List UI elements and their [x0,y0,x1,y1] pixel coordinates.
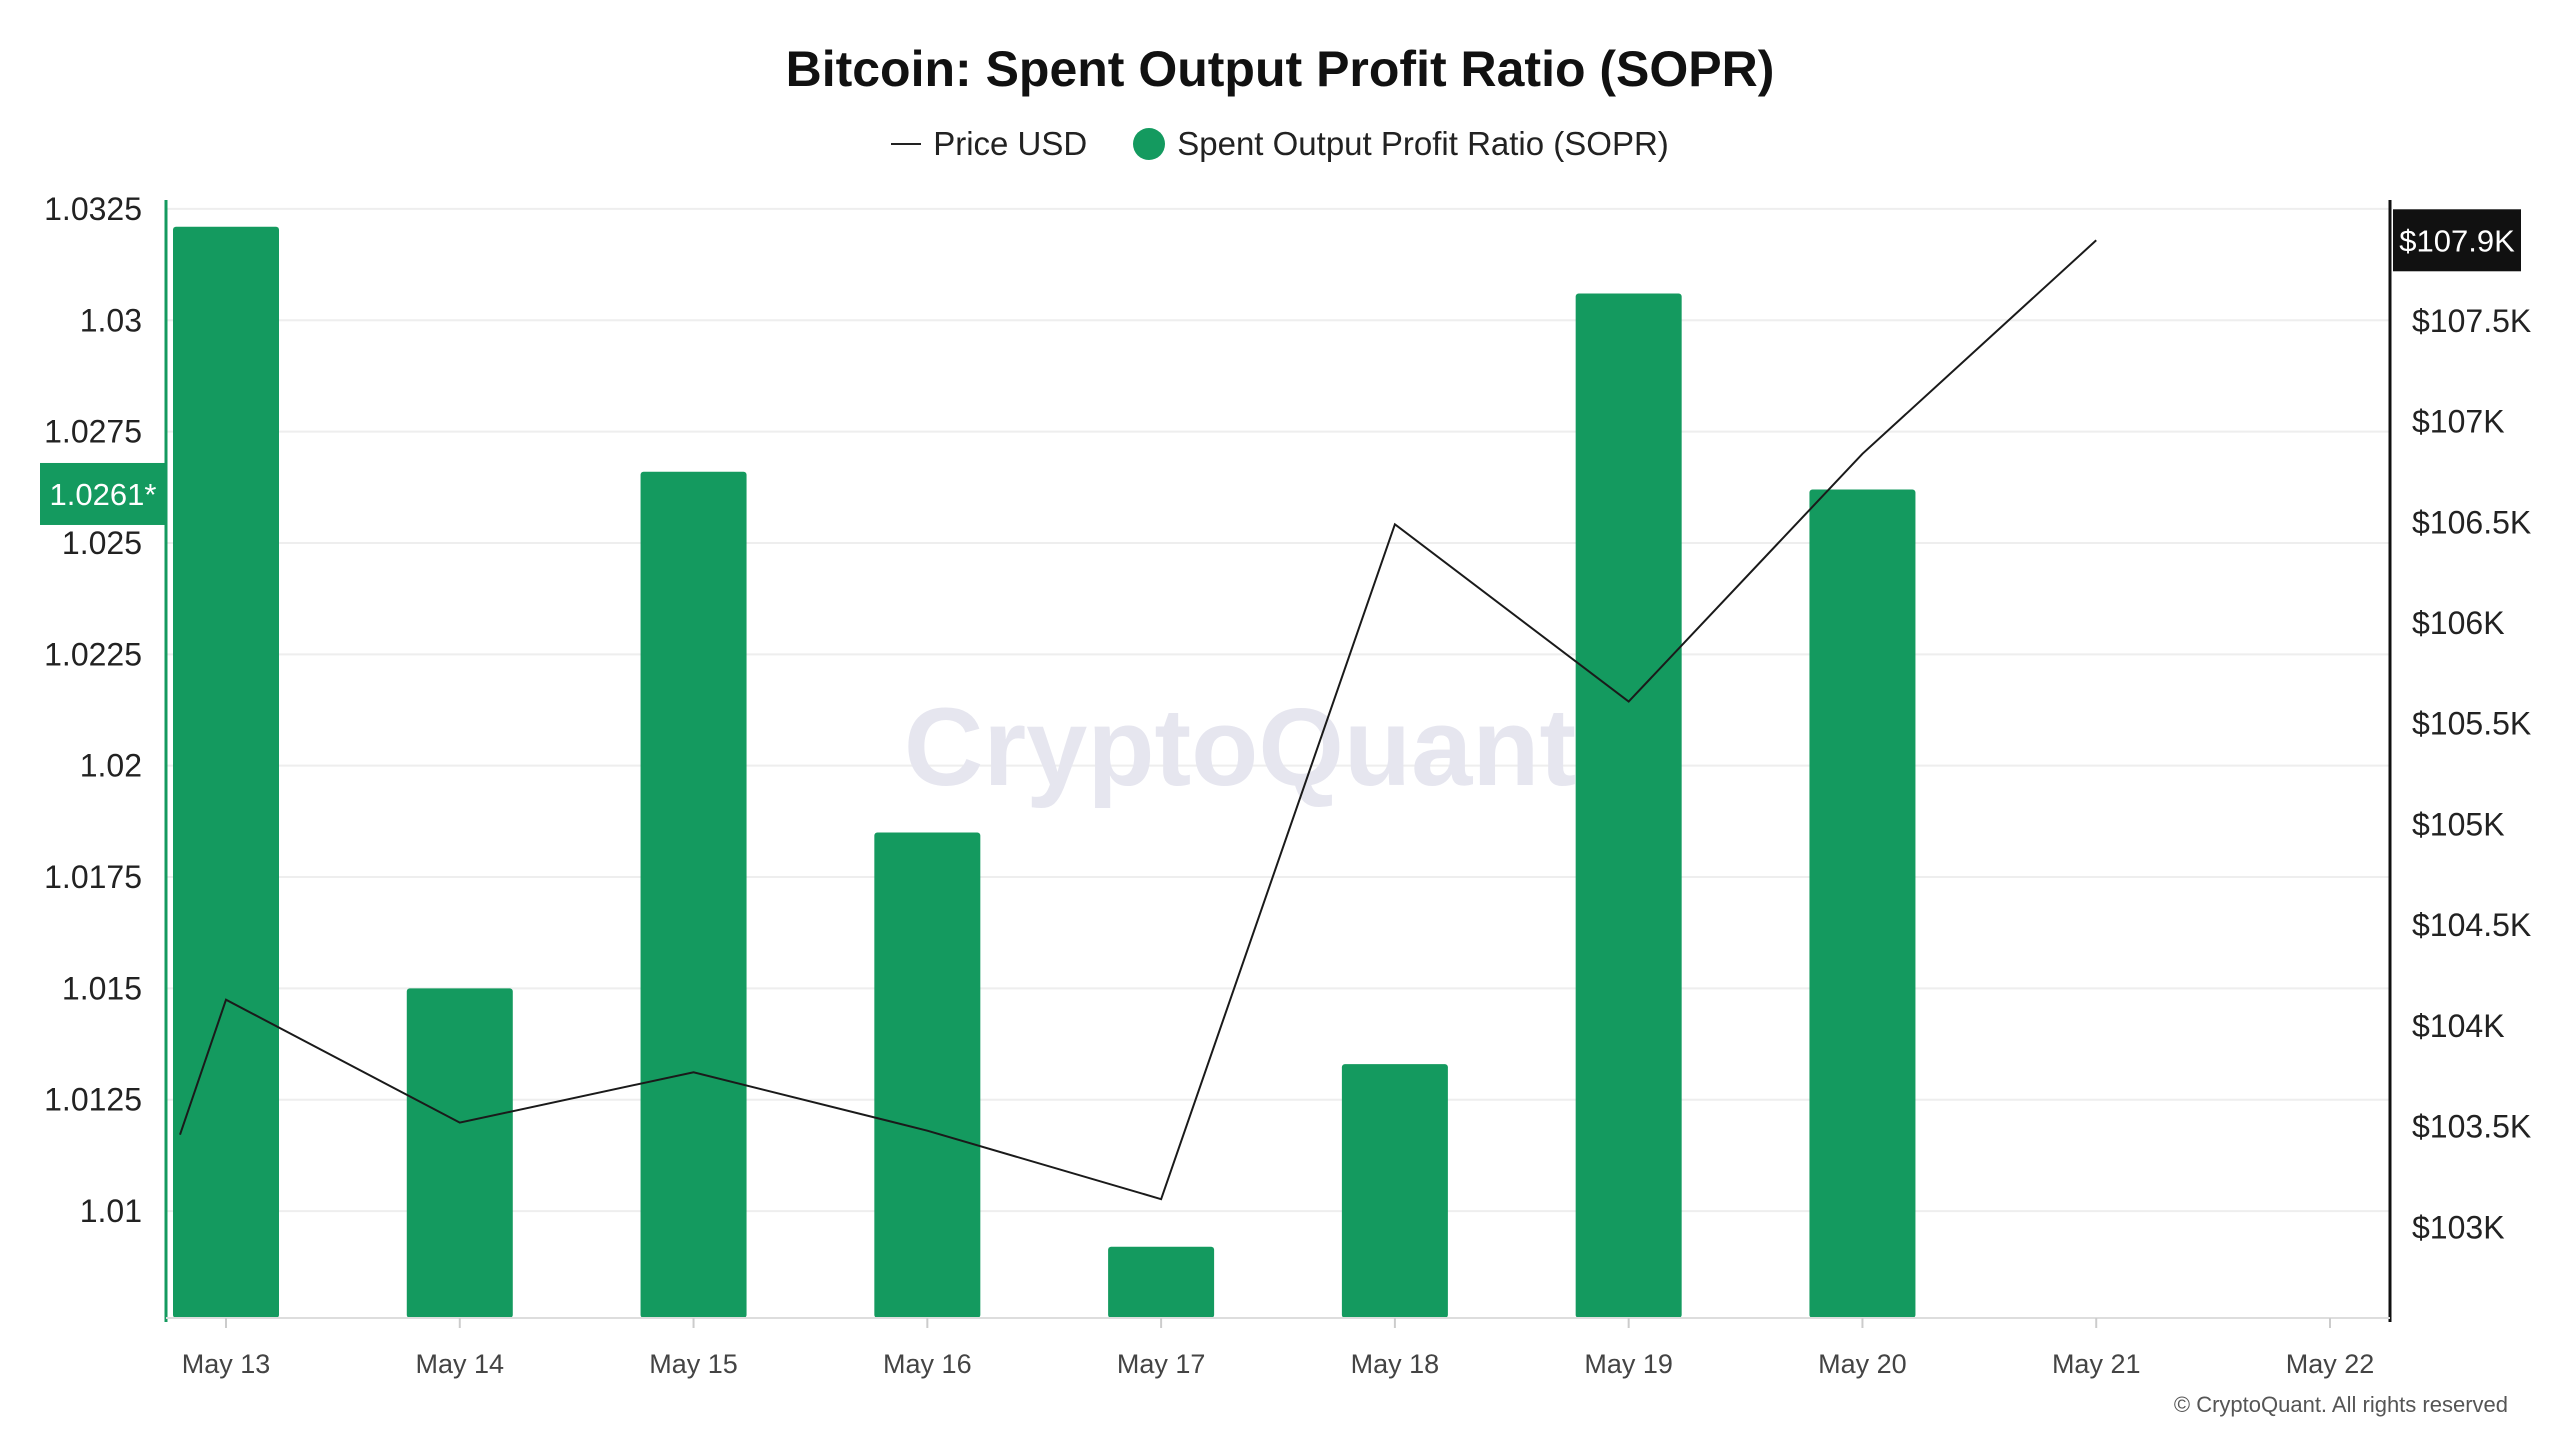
price-point[interactable] [1392,521,1398,527]
x-tick-label: May 21 [2052,1349,2141,1379]
x-tick-label: May 16 [883,1349,972,1379]
right-tick-label: $107K [2412,404,2505,440]
right-tick-label: $103K [2412,1209,2505,1245]
right-tick-label: $106.5K [2412,504,2531,540]
price-point[interactable] [691,1069,697,1075]
sopr-bar[interactable] [1809,489,1916,1318]
sopr-bars [173,226,1916,1318]
price-point[interactable] [924,1128,930,1134]
price-point[interactable] [1859,451,1865,457]
sopr-bar[interactable] [874,832,981,1318]
left-tick-label: 1.0175 [44,859,142,895]
left-tick-label: 1.015 [62,970,142,1006]
price-line [179,239,2097,1201]
legend-item-sopr[interactable]: Spent Output Profit Ratio (SOPR) [1133,125,1669,163]
x-tick-label: May 19 [1584,1349,1673,1379]
left-tick-label: 1.0225 [44,636,142,672]
right-tick-label: $103.5K [2412,1109,2531,1145]
left-tick-label: 1.0325 [44,191,142,227]
left-tick-label: 1.0275 [44,414,142,450]
right-current-label: $107.9K [2399,223,2515,258]
right-tick-label: $106K [2412,605,2505,641]
axes [164,200,2392,1322]
price-point[interactable] [1158,1196,1164,1202]
legend-item-price[interactable]: Price USD [891,125,1087,163]
left-tick-label: 1.0125 [44,1082,142,1118]
x-tick-label: May 18 [1351,1349,1440,1379]
x-tick-label: May 22 [2286,1349,2375,1379]
price-point[interactable] [1626,699,1632,705]
sopr-bar[interactable] [640,471,747,1318]
legend-label-sopr: Spent Output Profit Ratio (SOPR) [1177,125,1669,162]
x-tick-label: May 13 [182,1349,271,1379]
watermark: CryptoQuant [904,686,1576,809]
left-tick-label: 1.025 [62,525,142,561]
current-value-badges: 1.0261* $107.9K [40,209,2521,525]
left-current-label: 1.0261* [50,477,157,512]
price-point[interactable] [2093,237,2099,243]
sopr-bar[interactable] [1575,293,1682,1318]
right-tick-label: $104K [2412,1008,2505,1044]
price-point[interactable] [223,997,229,1003]
x-tick-label: May 20 [1818,1349,1907,1379]
x-axis-ticks: May 13 May 14 May 15 May 16 May 17 May 18 May … [182,1318,2375,1379]
right-axis-ticks: $107.5K $107K $106.5K $106K $105.5K $105K $104… [2412,303,2531,1245]
left-current-badge [40,462,166,525]
dot-swatch-icon [1133,128,1166,160]
price-point[interactable] [457,1120,463,1126]
x-tick-label: May 15 [649,1349,738,1379]
left-tick-label: 1.03 [80,302,142,338]
price-point[interactable] [177,1132,183,1138]
chart-title: Bitcoin: Spent Output Profit Ratio (SOPR… [785,41,1775,97]
x-tick-label: May 17 [1117,1349,1206,1379]
left-axis-ticks: 1.0325 1.03 1.0275 1.025 1.0225 1.02 1.0175 1.0… [44,191,142,1229]
sopr-bar[interactable] [173,226,279,1318]
right-tick-label: $105K [2412,806,2505,842]
right-tick-label: $105.5K [2412,706,2531,742]
left-tick-label: 1.02 [80,748,142,784]
x-tick-label: May 14 [416,1349,505,1379]
legend-label-price: Price USD [933,125,1088,162]
right-tick-label: $107.5K [2412,303,2531,339]
sopr-bar[interactable] [1341,1064,1448,1318]
right-tick-label: $104.5K [2412,907,2531,943]
line-swatch-icon [891,143,922,145]
right-current-badge [2393,209,2521,272]
chart-legend: Price USD Spent Output Profit Ratio (SOP… [0,125,2560,163]
sopr-bar[interactable] [406,988,513,1318]
left-tick-label: 1.01 [80,1193,142,1229]
grid-lines [166,207,2390,1213]
price-line-group [177,237,2099,1202]
sopr-bar[interactable] [1108,1246,1215,1318]
copyright-footer: © CryptoQuant. All rights reserved [2173,1392,2508,1417]
